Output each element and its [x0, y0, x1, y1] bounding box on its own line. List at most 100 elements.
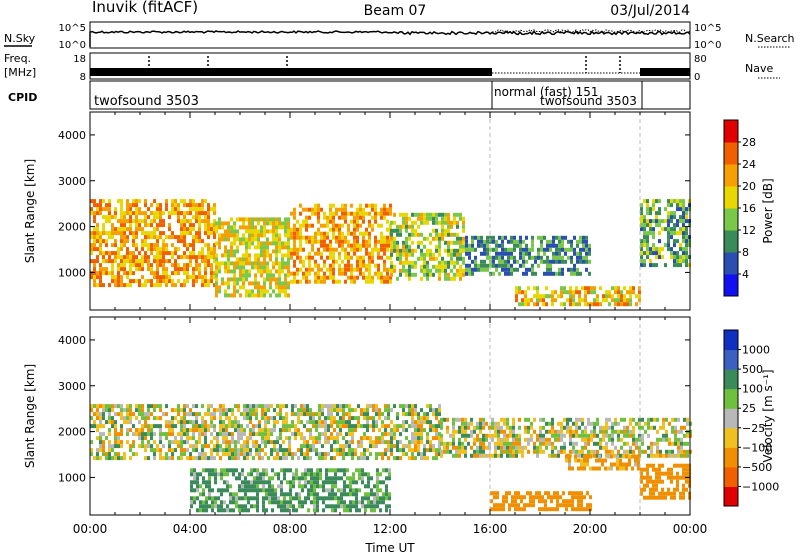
- data-cell: [93, 239, 96, 244]
- data-cell: [473, 437, 476, 442]
- data-cell: [90, 452, 93, 457]
- data-cell: [332, 203, 335, 208]
- data-cell: [617, 290, 620, 295]
- data-cell: [321, 404, 324, 409]
- data-cell: [390, 420, 393, 425]
- data-cell: [570, 247, 573, 252]
- data-cell: [323, 275, 326, 280]
- data-cell: [662, 417, 665, 422]
- data-cell: [605, 449, 608, 454]
- data-cell: [614, 417, 617, 422]
- data-cell: [414, 432, 417, 437]
- data-cell: [399, 256, 402, 261]
- data-cell: [420, 216, 423, 221]
- data-cell: [93, 215, 96, 220]
- data-cell: [557, 437, 560, 442]
- data-cell: [613, 462, 616, 467]
- data-cell: [150, 424, 153, 429]
- data-cell: [682, 251, 685, 256]
- data-cell: [492, 235, 495, 240]
- data-cell: [189, 259, 192, 264]
- data-cell: [335, 235, 338, 240]
- data-cell: [643, 215, 646, 220]
- x-tick-label: 00:00: [73, 522, 108, 536]
- data-cell: [123, 420, 126, 425]
- data-cell: [301, 504, 304, 509]
- data-cell: [117, 279, 120, 284]
- data-cell: [444, 220, 447, 225]
- data-cell: [576, 267, 579, 272]
- data-cell: [235, 504, 238, 509]
- data-cell: [405, 404, 408, 409]
- data-cell: [159, 223, 162, 228]
- data-cell: [373, 484, 376, 489]
- data-cell: [225, 448, 228, 453]
- data-cell: [435, 264, 438, 269]
- data-cell: [285, 428, 288, 433]
- data-cell: [332, 231, 335, 236]
- data-cell: [483, 251, 486, 256]
- data-cell: [272, 265, 275, 270]
- data-cell: [513, 243, 516, 248]
- data-cell: [93, 259, 96, 264]
- data-cell: [682, 495, 685, 500]
- data-cell: [441, 216, 444, 221]
- data-cell: [649, 227, 652, 232]
- data-cell: [614, 445, 617, 450]
- data-cell: [126, 271, 129, 276]
- data-cell: [667, 239, 670, 244]
- data-cell: [652, 495, 655, 500]
- data-cell: [581, 449, 584, 454]
- data-cell: [189, 223, 192, 228]
- data-cell: [293, 243, 296, 248]
- data-cell: [260, 241, 263, 246]
- data-cell: [411, 260, 414, 265]
- data-cell: [367, 476, 370, 481]
- data-cell: [372, 428, 375, 433]
- data-cell: [207, 259, 210, 264]
- data-cell: [553, 495, 556, 500]
- data-cell: [129, 207, 132, 212]
- data-cell: [507, 251, 510, 256]
- data-cell: [250, 468, 253, 473]
- colorbar-tick-label: −500: [742, 461, 772, 474]
- data-cell: [539, 441, 542, 446]
- data-cell: [123, 408, 126, 413]
- data-cell: [531, 267, 534, 272]
- data-cell: [307, 492, 310, 497]
- nsearch-label: N.Search: [745, 32, 795, 45]
- data-cell: [189, 199, 192, 204]
- data-cell: [414, 272, 417, 277]
- data-cell: [590, 286, 593, 291]
- data-cell: [455, 445, 458, 450]
- data-cell: [444, 264, 447, 269]
- data-cell: [287, 249, 290, 254]
- data-cell: [129, 416, 132, 421]
- data-cell: [218, 233, 221, 238]
- data-cell: [518, 417, 521, 422]
- data-cell: [555, 243, 558, 248]
- data-cell: [509, 425, 512, 430]
- data-cell: [438, 244, 441, 249]
- data-cell: [129, 211, 132, 216]
- data-cell: [679, 231, 682, 236]
- data-cell: [105, 271, 108, 276]
- data-cell: [674, 433, 677, 438]
- data-cell: [204, 271, 207, 276]
- data-cell: [341, 271, 344, 276]
- data-cell: [273, 440, 276, 445]
- data-cell: [213, 255, 216, 260]
- data-cell: [138, 227, 141, 232]
- data-cell: [123, 227, 126, 232]
- data-cell: [674, 441, 677, 446]
- data-cell: [174, 207, 177, 212]
- data-cell: [641, 449, 644, 454]
- data-cell: [583, 454, 586, 459]
- data-cell: [239, 237, 242, 242]
- data-cell: [435, 216, 438, 221]
- data-cell: [572, 294, 575, 299]
- data-cell: [245, 269, 248, 274]
- data-cell: [676, 223, 679, 228]
- data-cell: [186, 255, 189, 260]
- data-cell: [370, 488, 373, 493]
